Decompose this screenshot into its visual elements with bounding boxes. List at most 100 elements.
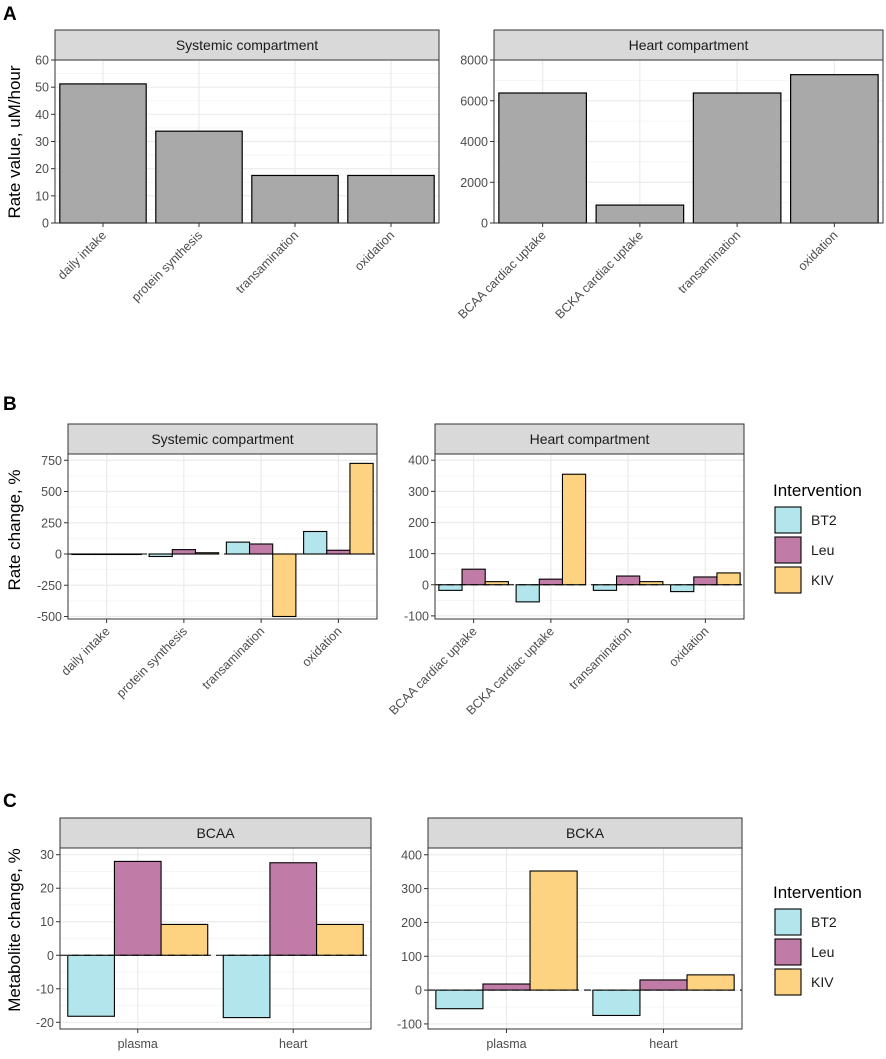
chart-b-panel-2-y-tick-label: 100 [408,547,429,561]
chart-c-panel-1-y-tick-label: 0 [47,949,54,963]
chart-a-panel-2-y-tick-label: 2000 [460,176,488,190]
chart-a-panel-1-bar [251,174,339,224]
chart-a-panel-1-y-tick-label: 20 [35,162,49,176]
chart-a-panel-1-x-tick-label: daily intake [55,228,109,282]
chart-b-panel-2-bar-leu [538,578,564,586]
chart-c-panel-2-y-tick-label: 100 [401,950,422,964]
chart-a-panel-2-bar [790,74,879,224]
chart-c-panel-2-y-tick-label: 300 [401,882,422,896]
y-axis-title-a: Rate value, uM/hour [5,65,24,218]
chart-a-panel-1-border [54,59,440,224]
chart-b-panel-2-bar-bt2 [592,584,618,591]
chart-b-panel-1-x-tick-label: protein synthesis [114,624,190,700]
chart-c-panel-1-bar-leu [269,862,318,956]
chart-a-panel-1-y-tick-label: 10 [35,189,49,203]
chart-b-panel-2-x-tick-label: BCKA cardiac uptake [464,624,557,717]
chart-b-panel-1-bar-bt2 [225,541,251,555]
chart-c-panel-1-y-tick-label: -10 [36,982,54,996]
chart-b-panel-2-y-tick-label: 300 [408,485,429,499]
chart-a-panel-1-bar [347,174,435,224]
chart-a-panel-1-y-tick-label: 40 [35,108,49,122]
chart-c-panel-1-bar-bt2 [222,954,271,1019]
chart-b-panel-1-strip-label: Systemic compartment [151,431,293,447]
chart-a-panel-1-x-tick-label: protein synthesis [129,228,205,304]
legend-1-title: Intervention [773,481,862,500]
chart-b-panel-1-bar-kiv [272,553,297,618]
chart-a-panel-1-y-tick-label: 60 [35,54,49,68]
panel-label-c: C [3,791,17,812]
chart-b-panel-2-bar-leu [461,568,486,586]
chart-c-panel-1-bar-kiv [160,923,209,956]
chart-c-panel-2-bar-leu [639,979,688,991]
chart-a-panel-2-x-tick-label: BCAA cardiac uptake [455,228,548,321]
chart-b-panel-2-y-tick-label: 0 [422,578,429,592]
chart-a-panel-2-bar [498,92,587,224]
legend-2-title: Intervention [773,883,862,902]
chart-b-panel-2-strip [434,423,745,455]
chart-b-panel-1-x-tick-label: daily intake [59,624,113,678]
chart-a-panel-1-y-tick-label: 50 [35,81,49,95]
chart-b-panel-2-bar-kiv [716,572,741,586]
legend-2-key-kiv [774,968,802,996]
chart-b-panel-1-y-tick-label: -250 [37,579,62,593]
legend-2-key-leu [774,938,802,966]
chart-a-panel-1-bar [59,83,147,224]
y-axis-title-b: Rate change, % [5,470,24,591]
chart-a-panel-1-y-tick-label: 0 [42,217,49,231]
legend-1-key-leu [774,536,802,564]
chart-b-panel-2-bar-bt2 [515,584,540,603]
panel-label-a: A [3,4,17,25]
chart-c-panel-2-strip-label: BCKA [566,825,605,841]
chart-b-panel-1-bar-kiv [349,462,374,555]
chart-a-panel-2-bar [692,92,782,224]
legend-2-label-bt2: BT2 [811,914,837,930]
legend-2-key-bt2 [774,908,802,936]
chart-c-panel-1-y-tick-label: -20 [36,1016,54,1030]
chart-a-panel-2-y-tick-label: 0 [481,217,488,231]
chart-b-panel-1-y-tick-label: -500 [37,610,62,624]
chart-b-panel-1-strip [67,423,378,455]
chart-a-panel-2-x-tick-label: oxidation [795,228,840,273]
chart-b-panel-2-y-tick-label: 200 [408,516,429,530]
chart-c-panel-1-bar-leu [113,860,162,956]
chart-b-panel-1-bar-leu [326,549,351,555]
chart-c-panel-2-y-tick-label: 0 [415,984,422,998]
chart-b-panel-1-border [67,453,378,620]
chart-c-panel-2-border [427,847,743,1030]
legend-1-label-kiv: KIV [811,572,834,588]
chart-b-panel-2-plot-area [435,454,744,619]
chart-b-panel-2-strip-label: Heart compartment [530,431,650,447]
chart-a-panel-1-x-tick-label: transamination [233,228,301,296]
chart-b-panel-2-y-tick-label: 400 [408,454,429,468]
chart-c-panel-1-x-tick-label: plasma [118,1037,158,1051]
chart-a-panel-2-y-tick-label: 6000 [460,94,488,108]
chart-a-panel-2-x-tick-label: BCKA cardiac uptake [553,228,646,321]
chart-a-panel-1-x-tick-label: oxidation [352,228,397,273]
chart-c-panel-1-border [59,847,372,1030]
chart-c-panel-1-y-tick-label: 30 [40,848,54,862]
chart-a-panel-1-bar [155,130,243,224]
chart-c-panel-2-x-tick-label: plasma [486,1037,526,1051]
legend-1-key-bt2 [774,506,802,534]
panel-label-b: B [3,394,17,415]
y-axis-title-c: Metabolite change, % [5,848,24,1012]
chart-c-panel-2-bar-kiv [529,870,578,991]
chart-a-panel-2-strip-label: Heart compartment [629,37,749,53]
chart-c-panel-2-bar-kiv [686,974,735,991]
chart-b-panel-2-bar-bt2 [438,584,463,591]
chart-b-panel-2-x-tick-label: oxidation [666,624,711,669]
legend-1-key-kiv [774,566,802,594]
chart-b-panel-2-y-tick-label: -100 [404,609,429,623]
chart-b-panel-1-plot-area [68,454,377,619]
chart-b-panel-1-y-tick-label: 0 [55,548,62,562]
chart-b-panel-1-x-tick-label: transamination [199,624,267,692]
chart-b-panel-1-y-tick-label: 750 [41,454,62,468]
chart-a-panel-2-y-tick-label: 8000 [460,54,488,68]
chart-c-panel-2-y-tick-label: -100 [397,1017,422,1031]
chart-c-panel-1-x-tick-label: heart [279,1037,308,1051]
chart-c-panel-1-bar-kiv [316,923,364,956]
chart-a-panel-1-y-tick-label: 30 [35,135,49,149]
chart-c-panel-2-bar-bt2 [592,989,641,1017]
chart-c-panel-1-bar-bt2 [67,954,115,1017]
